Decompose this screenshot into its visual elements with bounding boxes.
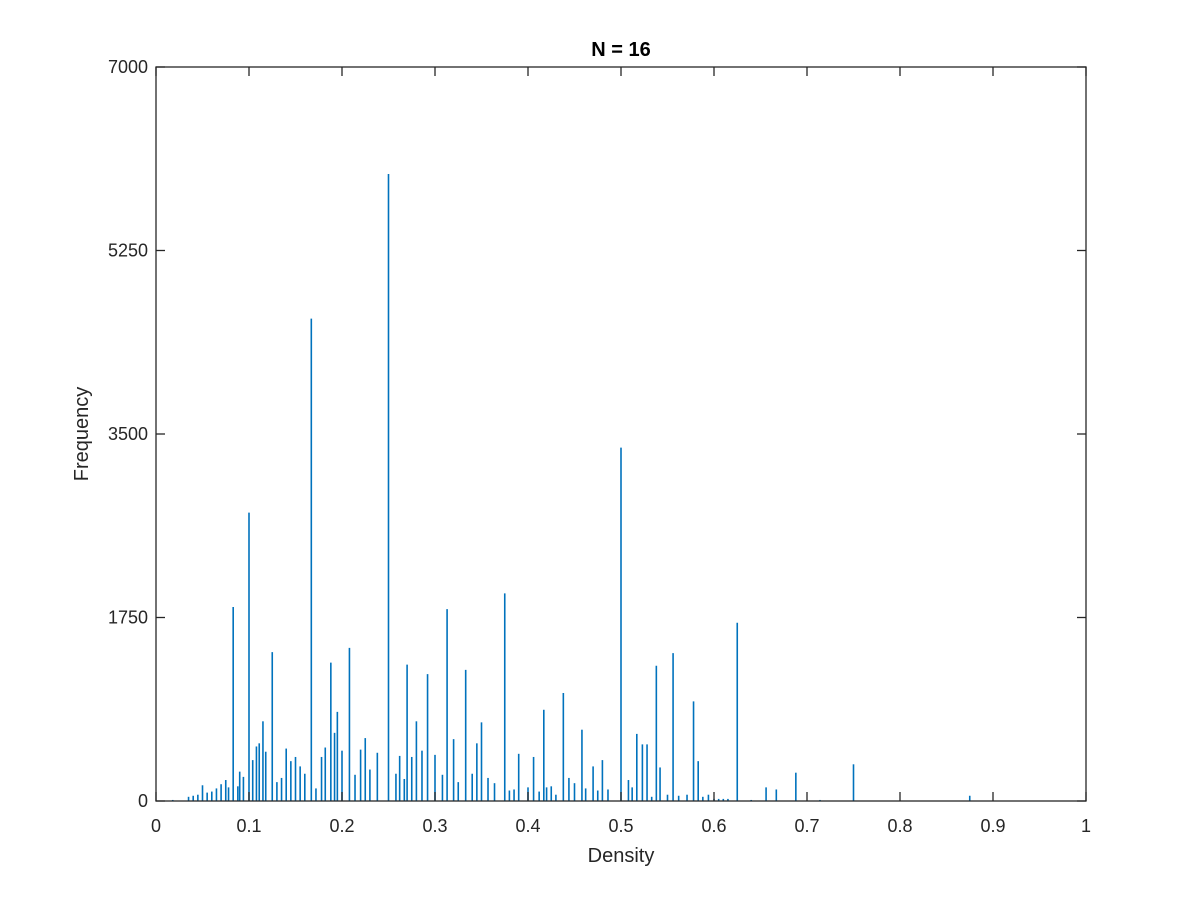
x-tick-label: 0.6 — [701, 816, 726, 836]
x-tick-label: 0.1 — [236, 816, 261, 836]
y-tick-label: 5250 — [108, 241, 148, 261]
bars-layer — [171, 173, 971, 801]
chart-title: N = 16 — [591, 39, 650, 61]
x-tick-label: 0 — [151, 816, 161, 836]
x-tick-label: 0.7 — [794, 816, 819, 836]
y-axis-label: Frequency — [71, 387, 93, 482]
x-tick-label: 0.9 — [980, 816, 1005, 836]
y-tick-label: 0 — [138, 791, 148, 811]
x-tick-label: 0.4 — [515, 816, 540, 836]
x-tick-label: 1 — [1081, 816, 1091, 836]
x-tick-label: 0.5 — [608, 816, 633, 836]
y-tick-label: 3500 — [108, 424, 148, 444]
x-axis-label: Density — [588, 845, 655, 867]
x-tick-label: 0.2 — [329, 816, 354, 836]
y-tick-label: 7000 — [108, 57, 148, 77]
x-tick-label: 0.8 — [887, 816, 912, 836]
ticks-layer: 0 0.1 0.2 0.3 0.4 0.5 0.6 0.7 0.8 0.9 1 0 1750 3500 52… — [108, 57, 1091, 836]
x-tick-label: 0.3 — [422, 816, 447, 836]
y-tick-label: 1750 — [108, 608, 148, 628]
